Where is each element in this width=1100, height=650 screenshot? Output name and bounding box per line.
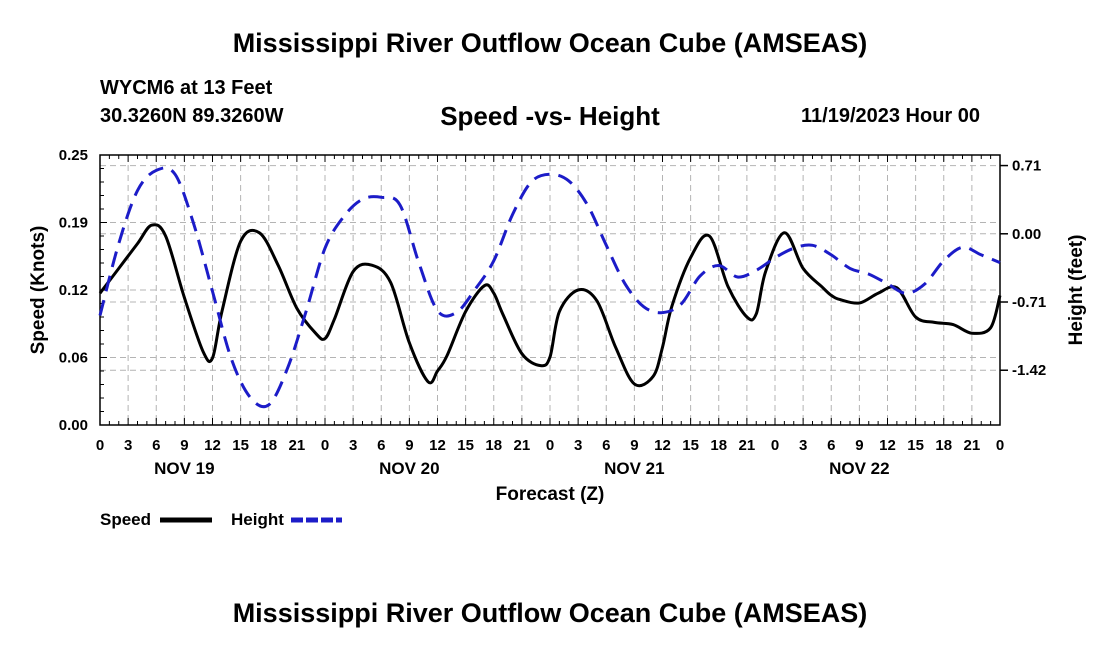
y2-tick-label: -1.42	[1012, 362, 1046, 379]
forecast-datetime: 11/19/2023 Hour 00	[801, 105, 981, 127]
x-tick-label: 0	[771, 437, 779, 454]
station-label: WYCM6 at 13 Feet	[100, 77, 273, 99]
y-tick-label: 0.25	[59, 147, 88, 164]
x-tick-label: 12	[879, 437, 896, 454]
x-tick-label: 0	[321, 437, 329, 454]
chart-subtitle: Speed -vs- Height	[440, 101, 660, 131]
y-tick-label: 0.00	[59, 417, 88, 434]
x-tick-label: 6	[827, 437, 835, 454]
day-label: NOV 19	[154, 459, 214, 478]
speed-height-chart: 0 3 6 9 12 15 18 21 0 3 6 9 12 15 18 21 0 3 6 9 12 15 18 21 0 3 6 9…	[28, 147, 1087, 529]
legend-label-height: Height	[231, 510, 284, 529]
y-tick-label: 0.19	[59, 215, 88, 232]
repeated-chart-title: Mississippi River Outflow Ocean Cube (AM…	[232, 598, 868, 628]
y-tick-label: 0.12	[59, 282, 88, 299]
x-tick-label: 3	[799, 437, 807, 454]
y-tick-label: 0.06	[59, 350, 88, 367]
y2-tick-label: 0.00	[1012, 226, 1041, 243]
x-tick-label: 21	[289, 437, 306, 454]
x-tick-label: 21	[964, 437, 981, 454]
x-tick-label: 6	[602, 437, 610, 454]
x-tick-label: 9	[405, 437, 413, 454]
day-label: NOV 21	[604, 459, 664, 478]
coordinates-label: 30.3260N 89.3260W	[100, 105, 284, 127]
x-tick-label: 3	[574, 437, 582, 454]
day-label: NOV 20	[379, 459, 439, 478]
x-tick-label: 18	[935, 437, 952, 454]
x-tick-label: 15	[682, 437, 699, 454]
chart-main-title: Mississippi River Outflow Ocean Cube (AM…	[232, 28, 868, 58]
y2-tick-label: 0.71	[1012, 158, 1041, 175]
x-tick-label: 9	[630, 437, 638, 454]
y2-tick-label: -0.71	[1012, 294, 1046, 311]
x-tick-label: 12	[429, 437, 446, 454]
x-tick-label: 18	[260, 437, 277, 454]
x-tick-label: 6	[377, 437, 385, 454]
x-tick-label: 15	[457, 437, 474, 454]
x-tick-label: 6	[152, 437, 160, 454]
x-tick-label: 0	[996, 437, 1004, 454]
x-tick-label: 12	[204, 437, 221, 454]
x-tick-label: 9	[180, 437, 188, 454]
x-tick-label: 9	[855, 437, 863, 454]
x-tick-label: 21	[739, 437, 756, 454]
speed-series-line	[98, 223, 1002, 388]
x-tick-label: 15	[232, 437, 249, 454]
y-axis-title: Speed (Knots)	[28, 226, 49, 355]
x-axis-title: Forecast (Z)	[496, 484, 605, 505]
x-tick-label: 0	[546, 437, 554, 454]
legend-label-speed: Speed	[100, 510, 151, 529]
x-tick-label: 18	[710, 437, 727, 454]
x-tick-label: 3	[349, 437, 357, 454]
plot-area-frame	[99, 154, 1001, 426]
x-tick-label: 21	[514, 437, 531, 454]
x-tick-label: 18	[485, 437, 502, 454]
day-label: NOV 22	[829, 459, 889, 478]
x-tick-label: 0	[96, 437, 104, 454]
x-tick-label: 15	[907, 437, 924, 454]
y2-axis-title: Height (feet)	[1066, 235, 1087, 346]
height-series-line	[98, 166, 1001, 409]
x-tick-label: 3	[124, 437, 132, 454]
x-tick-label: 12	[654, 437, 671, 454]
